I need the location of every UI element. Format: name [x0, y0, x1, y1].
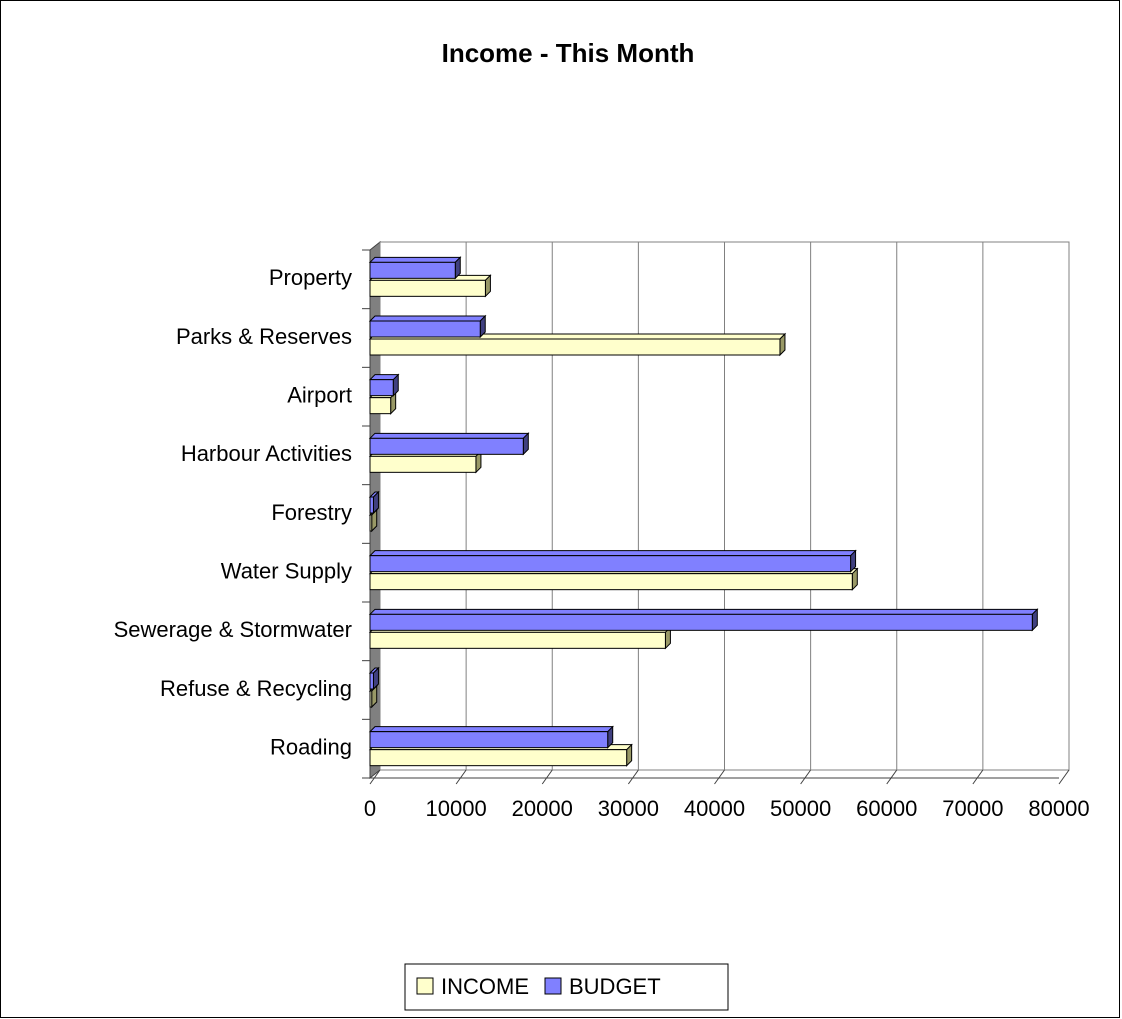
x-tick	[1058, 769, 1070, 785]
bar	[369, 455, 477, 473]
bar-top	[368, 256, 462, 263]
bar	[369, 613, 1033, 631]
legend-swatch	[416, 977, 434, 995]
bar	[369, 338, 781, 356]
bar	[369, 690, 373, 708]
y-tick-label: Parks & Reserves	[176, 324, 352, 349]
bar-top	[368, 550, 857, 557]
x-tick-label: 0	[364, 796, 376, 821]
bar-top	[368, 726, 614, 733]
bar	[369, 514, 373, 532]
x-tick-label: 80000	[1028, 796, 1089, 821]
x-tick	[627, 769, 639, 785]
bar	[369, 573, 853, 591]
x-tick	[369, 769, 381, 785]
y-tick-label: Forestry	[271, 500, 352, 525]
x-tick	[455, 769, 467, 785]
bar	[369, 496, 374, 514]
bar	[369, 397, 392, 415]
x-tick	[800, 769, 812, 785]
x-tick	[541, 769, 553, 785]
legend-swatch	[544, 977, 562, 995]
x-tick-label: 30000	[598, 796, 659, 821]
bar	[369, 437, 524, 455]
y-tick-label: Sewerage & Stormwater	[114, 617, 352, 642]
x-tick-label: 20000	[512, 796, 573, 821]
x-tick-label: 70000	[942, 796, 1003, 821]
legend-label: BUDGET	[569, 974, 661, 999]
legend-box	[404, 963, 729, 1011]
y-tick-label: Refuse & Recycling	[160, 676, 352, 701]
bar	[369, 279, 486, 297]
x-tick-label: 50000	[770, 796, 831, 821]
chart-title: Income - This Month	[442, 38, 695, 68]
legend-label: INCOME	[441, 974, 529, 999]
x-tick-label: 10000	[426, 796, 487, 821]
y-tick-label: Property	[269, 265, 352, 290]
y-tick-label: Harbour Activities	[181, 441, 352, 466]
bar	[369, 320, 481, 338]
bar	[369, 261, 456, 279]
bar	[369, 555, 852, 573]
bar-top	[368, 315, 487, 322]
bar	[369, 672, 374, 690]
x-tick	[972, 769, 984, 785]
bar	[369, 631, 666, 649]
x-tick	[714, 769, 725, 785]
bar	[369, 731, 609, 749]
x-tick	[886, 769, 898, 785]
x-tick-label: 60000	[856, 796, 917, 821]
y-tick-label: Roading	[270, 734, 352, 759]
bar-top	[368, 608, 1039, 615]
bar	[369, 749, 628, 767]
y-tick-label: Water Supply	[221, 558, 352, 583]
x-tick-label: 40000	[684, 796, 745, 821]
bar	[369, 379, 394, 397]
y-tick-label: Airport	[287, 382, 352, 407]
bar-top	[368, 432, 530, 439]
